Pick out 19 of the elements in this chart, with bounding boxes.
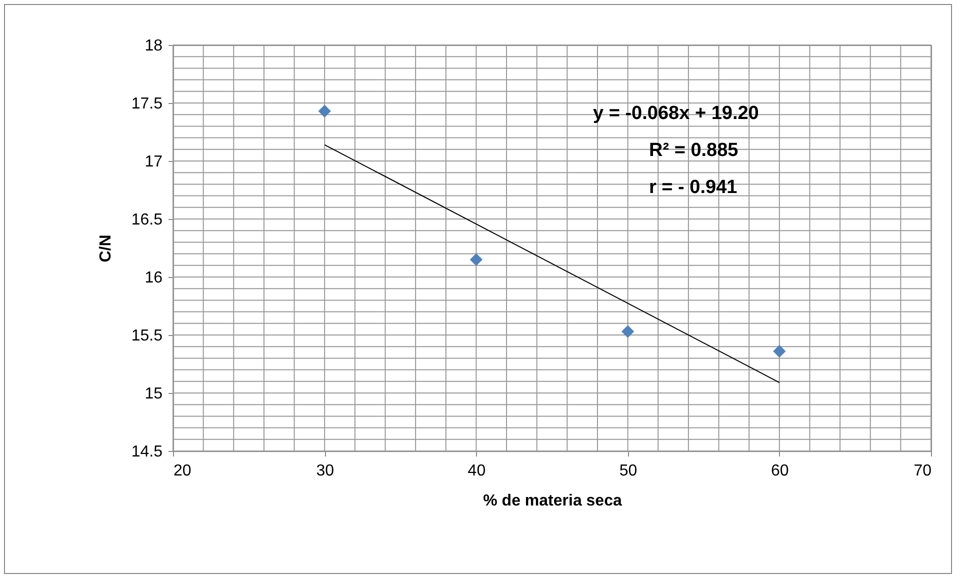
x-tick-label: 30 [316,462,334,480]
y-tick-label: 16.5 [131,212,163,228]
y-tick-label: 14.5 [131,444,163,460]
x-tick-label: 50 [619,462,638,480]
y-tick-label: 16 [144,270,163,286]
x-tick-label: 60 [771,462,789,480]
y-tick-label: 17 [144,154,163,170]
annotation: R² = 0.885 [649,140,739,161]
x-tick-label: 40 [468,462,486,480]
annotation: y = -0.068x + 19.20 [593,103,759,124]
x-tick-label: 20 [174,462,192,480]
x-axis-title: % de materia seca [483,492,622,510]
y-tick-label: 15.5 [131,328,163,344]
annotation: r = - 0.941 [649,177,738,198]
x-tick-label: 70 [914,462,932,480]
y-tick-label: 18 [144,38,163,54]
y-tick-label: 15 [144,386,163,402]
y-axis-title: C/N [97,234,114,262]
y-tick-label: 17.5 [131,96,163,112]
